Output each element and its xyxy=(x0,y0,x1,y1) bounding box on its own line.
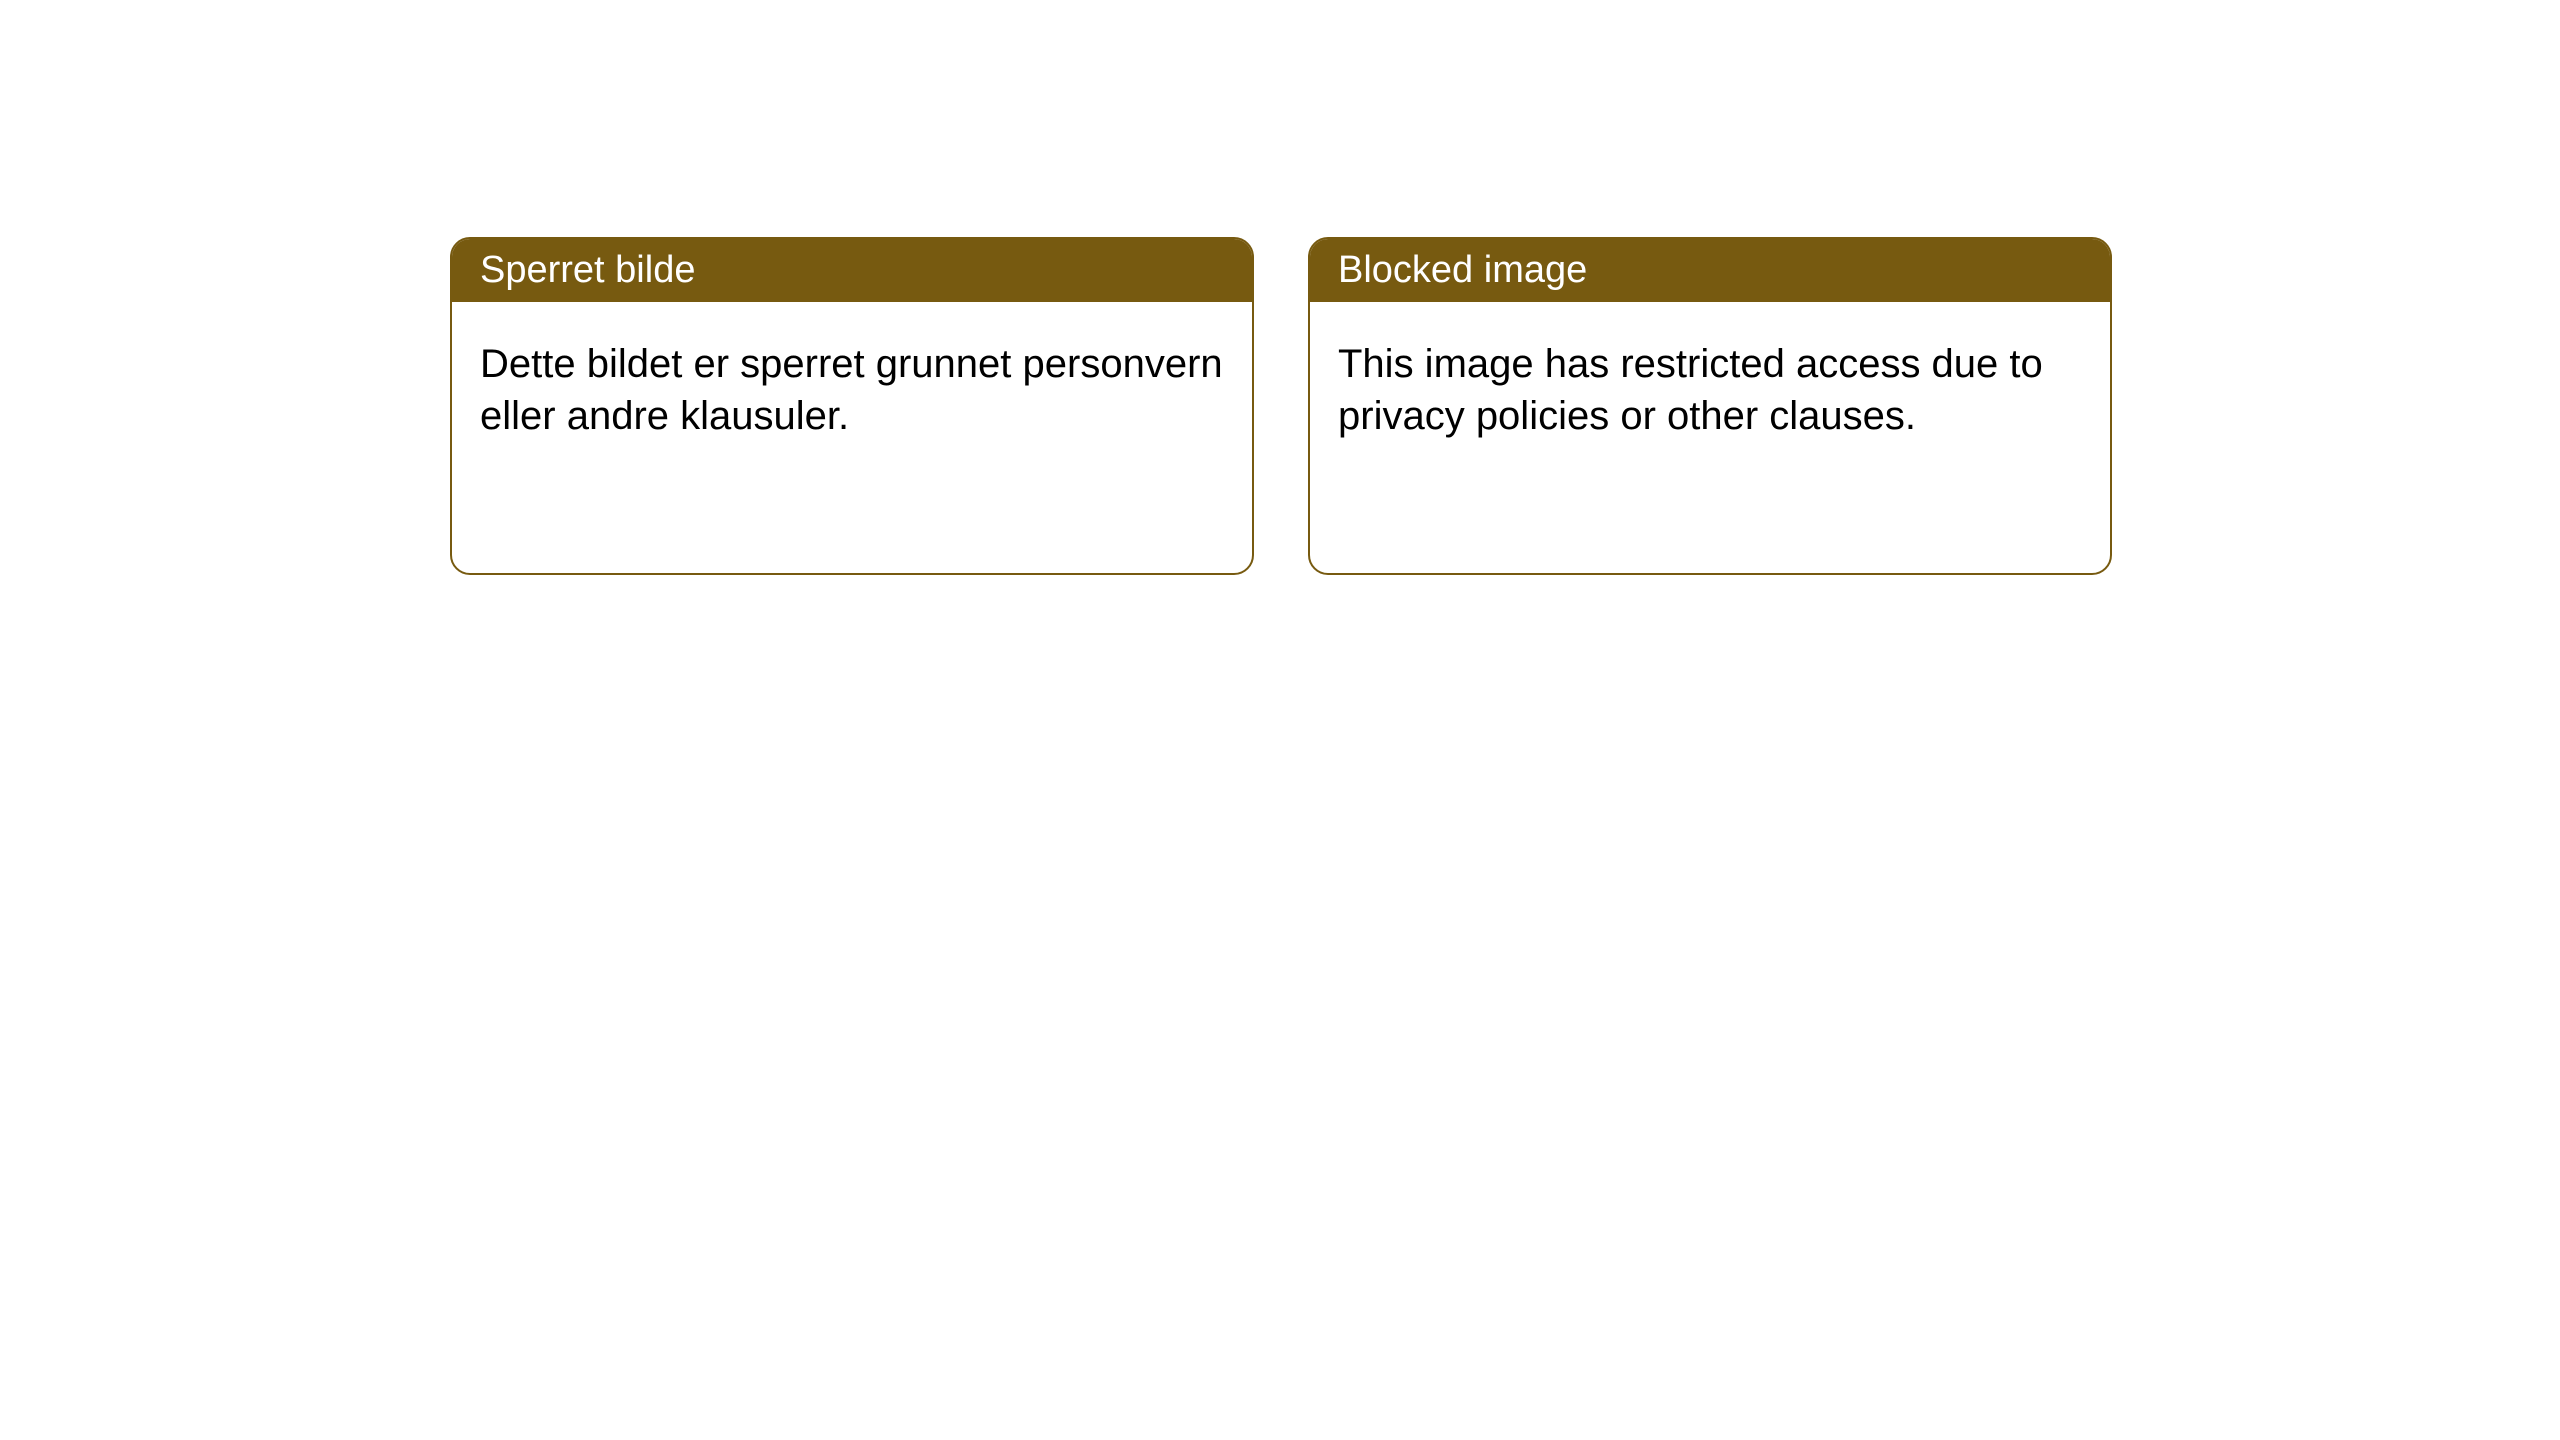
notice-card-norwegian: Sperret bilde Dette bildet er sperret gr… xyxy=(450,237,1254,575)
notice-card-english: Blocked image This image has restricted … xyxy=(1308,237,2112,575)
notice-title: Sperret bilde xyxy=(480,249,695,291)
notice-body: Dette bildet er sperret grunnet personve… xyxy=(452,302,1252,478)
notice-text: This image has restricted access due to … xyxy=(1338,342,2043,438)
notice-body: This image has restricted access due to … xyxy=(1310,302,2110,478)
notice-header: Sperret bilde xyxy=(452,239,1252,302)
notice-title: Blocked image xyxy=(1338,249,1587,291)
notice-header: Blocked image xyxy=(1310,239,2110,302)
notice-text: Dette bildet er sperret grunnet personve… xyxy=(480,342,1223,438)
notice-container: Sperret bilde Dette bildet er sperret gr… xyxy=(0,0,2560,575)
